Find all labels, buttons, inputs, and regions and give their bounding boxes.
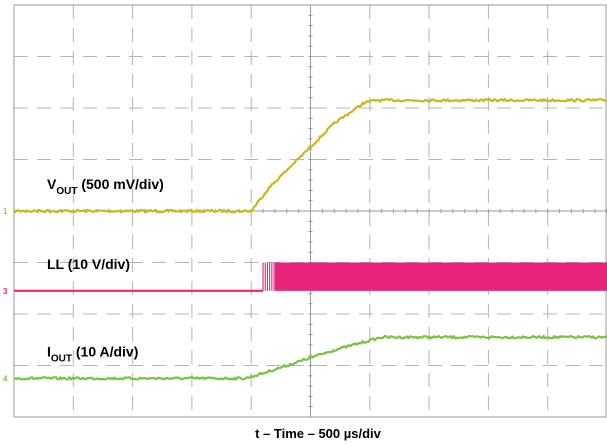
trace-line: [13, 97, 607, 214]
series-ll: [14, 262, 607, 292]
channel-marker: 3: [3, 287, 8, 296]
x-axis-label: t – Time – 500 µs/div: [255, 426, 382, 441]
traces: [13, 97, 607, 381]
trace-label: LL (10 V/div): [47, 256, 130, 272]
channel-marker: 1: [3, 207, 8, 216]
channel-marker: 4: [3, 374, 8, 383]
trace-line: [13, 334, 607, 381]
series-iout: [13, 334, 607, 381]
ll-switching-block: [274, 262, 607, 291]
series-vout: [13, 97, 607, 214]
trace-label: VOUT (500 mV/div): [47, 176, 164, 197]
trace-label: IOUT (10 A/div): [47, 343, 138, 364]
trace-labels: 1 VOUT (500 mV/div) 3 LL (10 V/div) 4 IOUT (1…: [3, 176, 164, 383]
